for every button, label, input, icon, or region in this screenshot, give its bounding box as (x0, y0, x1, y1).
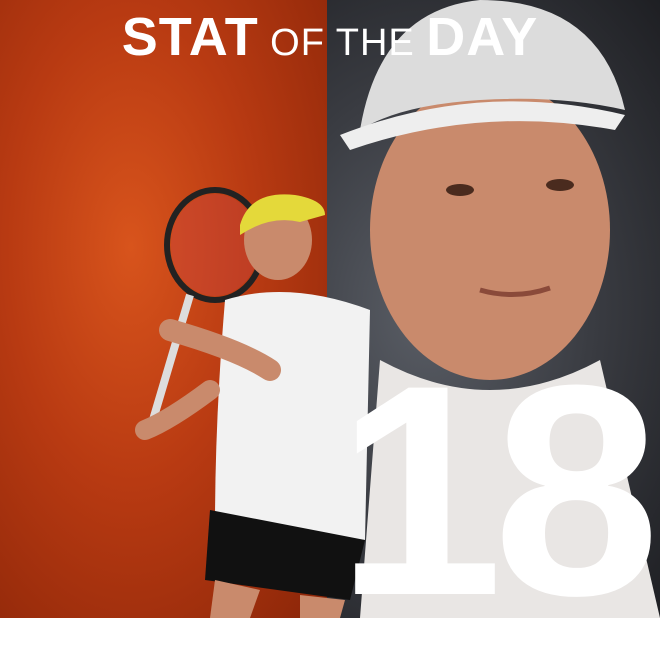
player-closeup-image (340, 0, 660, 618)
title-day: DAY (426, 7, 539, 67)
player-illustration (135, 0, 660, 618)
page-title: STAT OF THE DAY (0, 6, 660, 68)
stat-number: 18 (336, 322, 660, 658)
title-stat: STAT (121, 7, 259, 67)
player-action-image (135, 187, 370, 618)
title-of-the: OF THE (270, 22, 415, 64)
